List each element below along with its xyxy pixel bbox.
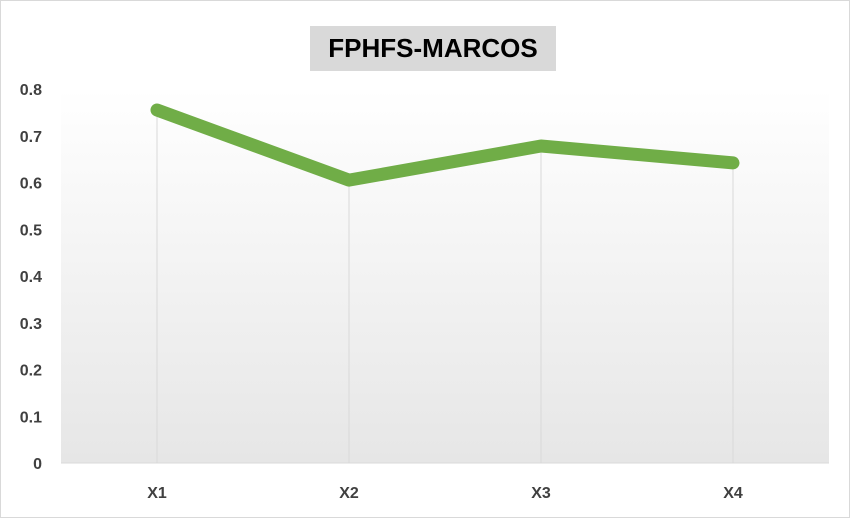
y-tick-label: 0.8 — [20, 82, 42, 99]
plot-area — [61, 89, 829, 463]
y-tick-label: 0.7 — [20, 129, 42, 146]
y-tick-label: 0.2 — [20, 363, 42, 380]
data-point — [348, 179, 350, 181]
data-point — [156, 109, 158, 111]
series-line — [150, 103, 740, 187]
data-point — [732, 162, 734, 164]
y-tick-label: 0.1 — [20, 409, 42, 426]
x-tick-label: X4 — [723, 485, 743, 502]
data-point — [540, 145, 542, 147]
y-tick-label: 0.5 — [20, 222, 42, 239]
y-tick-label: 0 — [33, 456, 42, 473]
y-tick-label: 0.6 — [20, 176, 42, 193]
x-tick-label: X2 — [339, 485, 359, 502]
x-tick-label: X3 — [531, 485, 551, 502]
chart-title: FPHFS-MARCOS — [310, 26, 556, 71]
x-tick-label: X1 — [147, 485, 167, 502]
y-tick-label: 0.3 — [20, 316, 42, 333]
y-tick-label: 0.4 — [20, 269, 42, 286]
